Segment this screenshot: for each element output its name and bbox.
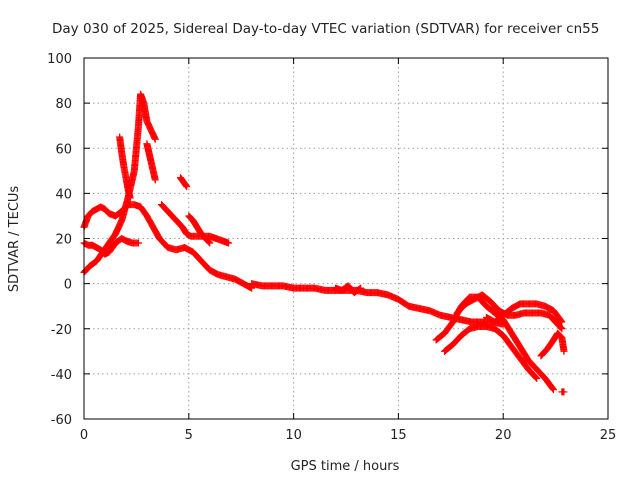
- axis-ticks: 0 5 10 15 20 25 -60 -40 -20 0 20 40 60 80 100: [47, 52, 616, 443]
- data-point: [134, 239, 142, 247]
- data-series-track-8: [185, 212, 214, 247]
- x-tick-label: 5: [185, 428, 193, 443]
- data-point-interp: [532, 373, 540, 381]
- data-point: [151, 176, 159, 184]
- x-tick-label: 15: [390, 428, 407, 443]
- x-tick-label: 20: [495, 428, 512, 443]
- y-tick-label: 40: [55, 187, 72, 202]
- data-series-track-4: [116, 133, 134, 202]
- y-tick-label: -60: [51, 413, 72, 428]
- data-point: [357, 284, 365, 292]
- data-series-track-12: [441, 322, 541, 382]
- data-series-track-6: [176, 174, 191, 191]
- data-point: [558, 318, 566, 326]
- data-series-track-10: [332, 282, 365, 297]
- y-tick-label: -40: [51, 368, 72, 383]
- data-point: [533, 374, 541, 382]
- x-tick-label: 0: [80, 428, 88, 443]
- data-point: [558, 325, 566, 333]
- x-tick-label: 10: [285, 428, 302, 443]
- y-tick-label: -20: [51, 323, 72, 338]
- data-series-track-15: [537, 329, 568, 360]
- data-series-track-16: [558, 388, 568, 396]
- data-points: [80, 90, 568, 396]
- data-point-interp: [356, 285, 364, 293]
- data-point-interp: [557, 317, 565, 325]
- data-series-track-3: [80, 235, 142, 258]
- data-point-interp: [557, 324, 565, 332]
- data-point: [550, 386, 558, 394]
- data-point: [225, 239, 233, 247]
- data-point-interp: [182, 182, 190, 190]
- y-tick-label: 80: [55, 97, 72, 112]
- data-series-track-5: [143, 140, 159, 184]
- y-tick-label: 100: [47, 52, 72, 67]
- data-point: [560, 388, 568, 396]
- x-axis-label: GPS time / hours: [291, 459, 400, 474]
- data-series-track-14: [482, 300, 566, 326]
- data-point: [151, 135, 159, 143]
- data-point-interp: [205, 238, 213, 246]
- data-point: [560, 347, 568, 355]
- y-tick-label: 60: [55, 142, 72, 157]
- data-series-track-7: [158, 201, 233, 247]
- data-series-track-2: [80, 201, 256, 292]
- y-tick-label: 20: [55, 233, 72, 248]
- y-axis-label: SDTVAR / TECUs: [7, 186, 22, 293]
- data-point: [126, 194, 134, 202]
- data-point-interp: [549, 385, 557, 393]
- y-tick-label: 0: [64, 278, 72, 293]
- data-point-interp: [556, 323, 564, 331]
- grid: [84, 58, 608, 419]
- chart-title: Day 030 of 2025, Sidereal Day-to-day VTE…: [52, 21, 599, 37]
- data-point: [183, 183, 191, 191]
- data-point: [206, 239, 214, 247]
- x-tick-label: 25: [600, 428, 617, 443]
